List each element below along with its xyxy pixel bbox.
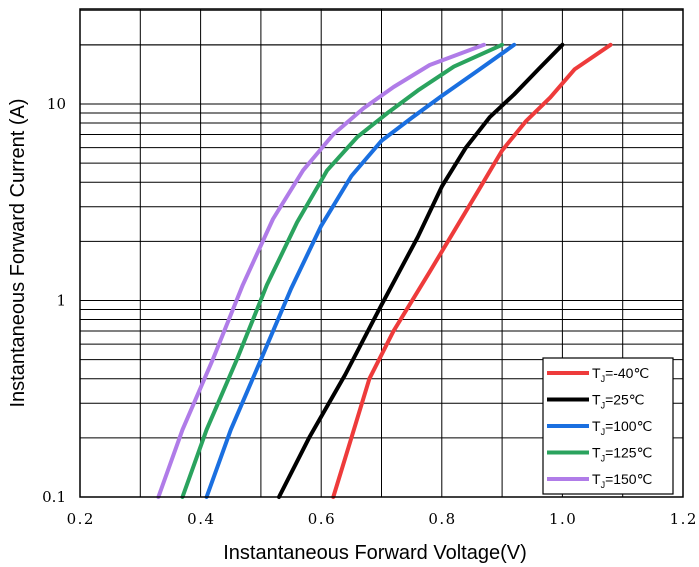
tick-labels: 0 . 2 0 . 4 0 . 6 0 . 8 1 . 0 1 . 2 0.1 1 10 bbox=[42, 95, 696, 528]
series-line bbox=[180, 42, 505, 499]
series-line bbox=[156, 42, 486, 499]
legend: TJ=-40℃ TJ=25℃ TJ=100℃ TJ=125℃ TJ=150℃ bbox=[542, 357, 674, 495]
x-axis-title: Instantaneous Forward Voltage(V) bbox=[223, 542, 527, 564]
series-line bbox=[277, 42, 565, 499]
legend-label: TJ=25℃ bbox=[592, 392, 645, 411]
x-tick-label: 0 . 6 bbox=[308, 510, 335, 528]
x-tick-label: 0 . 4 bbox=[187, 510, 214, 528]
y-tick-label: 0.1 bbox=[42, 488, 66, 506]
series-lines bbox=[156, 42, 613, 499]
legend-label: TJ=150℃ bbox=[592, 471, 652, 490]
x-tick-label: 1 . 0 bbox=[549, 510, 576, 528]
series-line bbox=[331, 42, 613, 499]
x-tick-label: 0 . 8 bbox=[428, 510, 455, 528]
x-tick-label: 1 . 2 bbox=[670, 510, 697, 528]
plot-border bbox=[79, 8, 684, 498]
series-line bbox=[204, 42, 517, 499]
legend-label: TJ=125℃ bbox=[592, 445, 652, 464]
y-axis-title: Instantaneous Forward Current (A) bbox=[7, 98, 29, 407]
legend-label: TJ=100℃ bbox=[592, 418, 652, 437]
legend-label: TJ=-40℃ bbox=[592, 365, 649, 384]
plot-frame bbox=[79, 8, 684, 498]
y-tick-label: 10 bbox=[47, 95, 66, 113]
y-tick-label: 1 bbox=[56, 292, 66, 310]
x-tick-label: 0 . 2 bbox=[67, 510, 94, 528]
